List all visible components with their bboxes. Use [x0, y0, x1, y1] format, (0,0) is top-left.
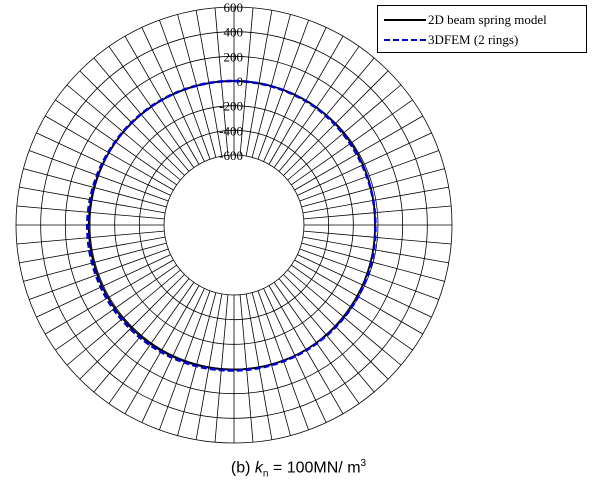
caption-subscript: n	[262, 468, 269, 480]
caption-prefix: (b)	[230, 459, 255, 477]
grid-spoke	[79, 274, 185, 380]
legend-swatch-solid	[384, 19, 426, 21]
grid-spoke	[16, 205, 165, 220]
radial-tick-label: 200	[224, 49, 244, 64]
grid-spoke	[16, 230, 165, 245]
legend-item-series-1: 2D beam spring model	[384, 11, 547, 29]
radial-tick-label: -400	[219, 123, 243, 138]
grid-spoke	[141, 288, 205, 423]
radial-tick-label: -600	[219, 148, 243, 163]
grid-spoke	[66, 269, 181, 366]
grid-spoke	[23, 168, 167, 208]
grid-spoke	[93, 278, 190, 393]
polar-grid	[15, 6, 453, 444]
grid-spoke	[297, 132, 432, 196]
radial-tick-label: 600	[224, 0, 244, 15]
grid-spoke	[302, 186, 449, 214]
grid-spoke	[108, 282, 195, 404]
radial-tick-label: -200	[219, 99, 243, 114]
grid-spoke	[301, 242, 445, 282]
grid-spoke	[55, 264, 177, 351]
caption-middle: = 100MN/ m	[268, 459, 361, 477]
grid-spoke	[36, 254, 171, 318]
legend-item-series-2: 3DFEM (2 rings)	[384, 31, 518, 49]
grid-spoke	[159, 290, 211, 430]
grid-spoke	[291, 99, 413, 186]
grid-spoke	[287, 269, 402, 366]
caption-superscript: 3	[360, 458, 367, 469]
legend: 2D beam spring model 3DFEM (2 rings)	[377, 5, 587, 53]
data-series	[85, 79, 377, 372]
grid-ring	[163, 154, 305, 296]
grid-spoke	[23, 242, 167, 282]
grid-spoke	[19, 236, 166, 264]
grid-spoke	[297, 254, 432, 318]
figure-caption: (b) kn = 100MN/ m3	[0, 458, 597, 480]
grid-spoke	[299, 248, 439, 300]
grid-spoke	[302, 236, 449, 264]
grid-spoke	[303, 205, 452, 220]
grid-spoke	[294, 115, 423, 191]
grid-spoke	[287, 84, 402, 181]
legend-label: 3DFEM (2 rings)	[428, 32, 519, 47]
grid-spoke	[303, 230, 452, 245]
grid-spoke	[299, 150, 439, 202]
legend-label: 2D beam spring model	[428, 12, 547, 27]
grid-spoke	[19, 186, 166, 214]
grid-spoke	[124, 285, 200, 414]
grid-spoke	[29, 248, 169, 300]
radial-tick-label: 400	[224, 25, 244, 40]
caption-symbol: k	[254, 459, 263, 477]
legend-swatch-dashed	[384, 39, 426, 41]
grid-spoke	[45, 259, 174, 335]
grid-spoke	[177, 292, 217, 436]
series-line-2	[85, 79, 377, 372]
grid-spoke	[301, 168, 445, 208]
